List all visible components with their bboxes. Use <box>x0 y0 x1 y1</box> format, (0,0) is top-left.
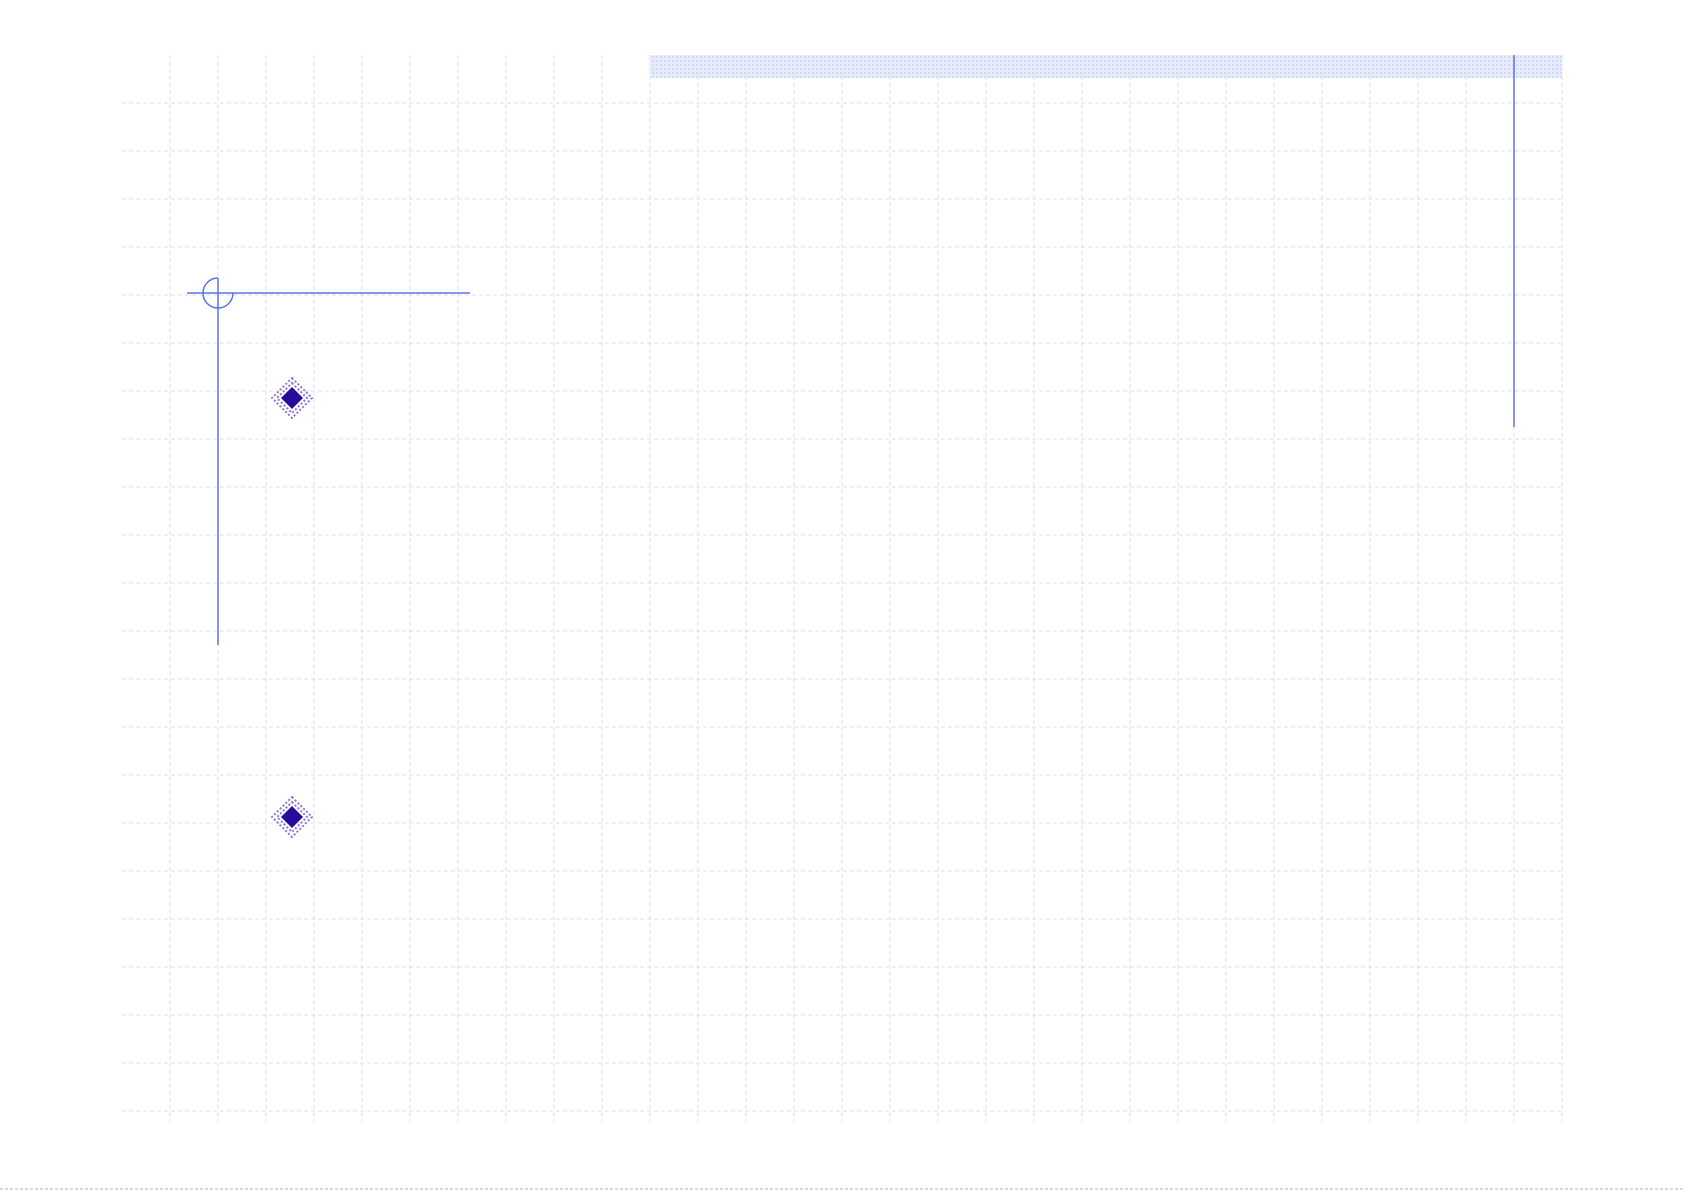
background-grid <box>122 55 1563 1122</box>
header-band <box>650 55 1562 78</box>
crosshair-ornament <box>187 277 470 645</box>
diamond-bullet-icon <box>270 376 314 420</box>
diamond-bullet-icon <box>270 795 314 839</box>
